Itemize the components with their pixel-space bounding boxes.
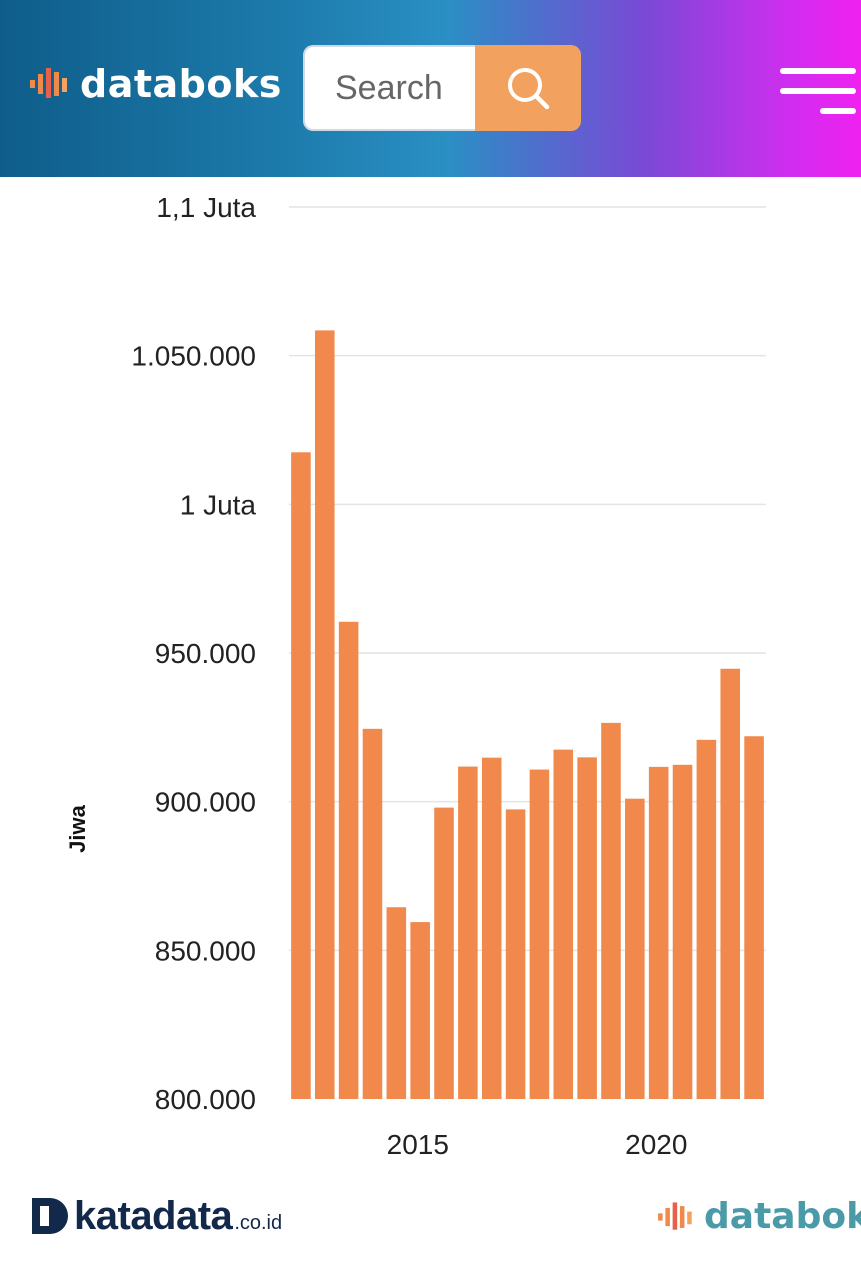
- katadata-logo[interactable]: katadata .co.id: [30, 1196, 282, 1236]
- search-icon: [508, 68, 550, 110]
- bar[interactable]: [744, 736, 764, 1099]
- bar[interactable]: [601, 722, 621, 1099]
- y-tick-label: 850.000: [155, 935, 256, 966]
- y-tick-label: 800.000: [155, 1084, 256, 1115]
- bar[interactable]: [720, 668, 741, 1099]
- bar[interactable]: [410, 922, 430, 1099]
- bar[interactable]: [625, 798, 645, 1099]
- bar[interactable]: [553, 749, 574, 1099]
- bar[interactable]: [481, 757, 502, 1099]
- katadata-domain: .co.id: [234, 1212, 283, 1234]
- hamburger-menu-icon[interactable]: [778, 64, 856, 120]
- y-tick-label: 1.050.000: [131, 341, 256, 372]
- bar[interactable]: [672, 764, 693, 1099]
- databoks-footer-brand: databoks: [704, 1196, 861, 1237]
- y-axis-label: Jiwa: [65, 805, 90, 853]
- databoks-footer-logo-icon: [658, 1201, 692, 1230]
- bar[interactable]: [362, 728, 383, 1099]
- katadata-brand: katadata: [74, 1194, 233, 1238]
- bar[interactable]: [291, 452, 311, 1099]
- bar[interactable]: [696, 739, 717, 1099]
- bar[interactable]: [314, 330, 335, 1099]
- search-button[interactable]: [475, 45, 581, 131]
- databoks-logo[interactable]: databoks: [28, 62, 282, 106]
- x-tick-label: 2020: [625, 1129, 687, 1160]
- bar-chart: 800.000 850.000 900.000 950.000 1 Juta 1.050.…: [131, 192, 766, 1160]
- bar[interactable]: [458, 766, 478, 1099]
- databoks-footer-logo[interactable]: databoks: [656, 1196, 861, 1237]
- x-tick-label: 2015: [387, 1129, 449, 1160]
- bar[interactable]: [505, 809, 526, 1099]
- search-input[interactable]: [303, 45, 475, 131]
- katadata-logo-icon: [32, 1198, 68, 1234]
- brand-name: databoks: [80, 62, 282, 106]
- chart-area: 800.000 850.000 900.000 950.000 1 Juta 1.050.…: [0, 177, 861, 1187]
- bar[interactable]: [434, 807, 454, 1099]
- bar[interactable]: [577, 757, 597, 1099]
- bar[interactable]: [648, 766, 669, 1099]
- y-tick-label: 1,1 Juta: [156, 192, 256, 223]
- databoks-logo-icon: [30, 68, 67, 98]
- bar[interactable]: [338, 621, 359, 1099]
- y-tick-label: 900.000: [155, 787, 256, 818]
- y-tick-label: 950.000: [155, 638, 256, 669]
- bar[interactable]: [529, 769, 550, 1099]
- top-bar: databoks: [0, 0, 861, 177]
- y-tick-label: 1 Juta: [180, 489, 257, 520]
- bar[interactable]: [386, 907, 407, 1099]
